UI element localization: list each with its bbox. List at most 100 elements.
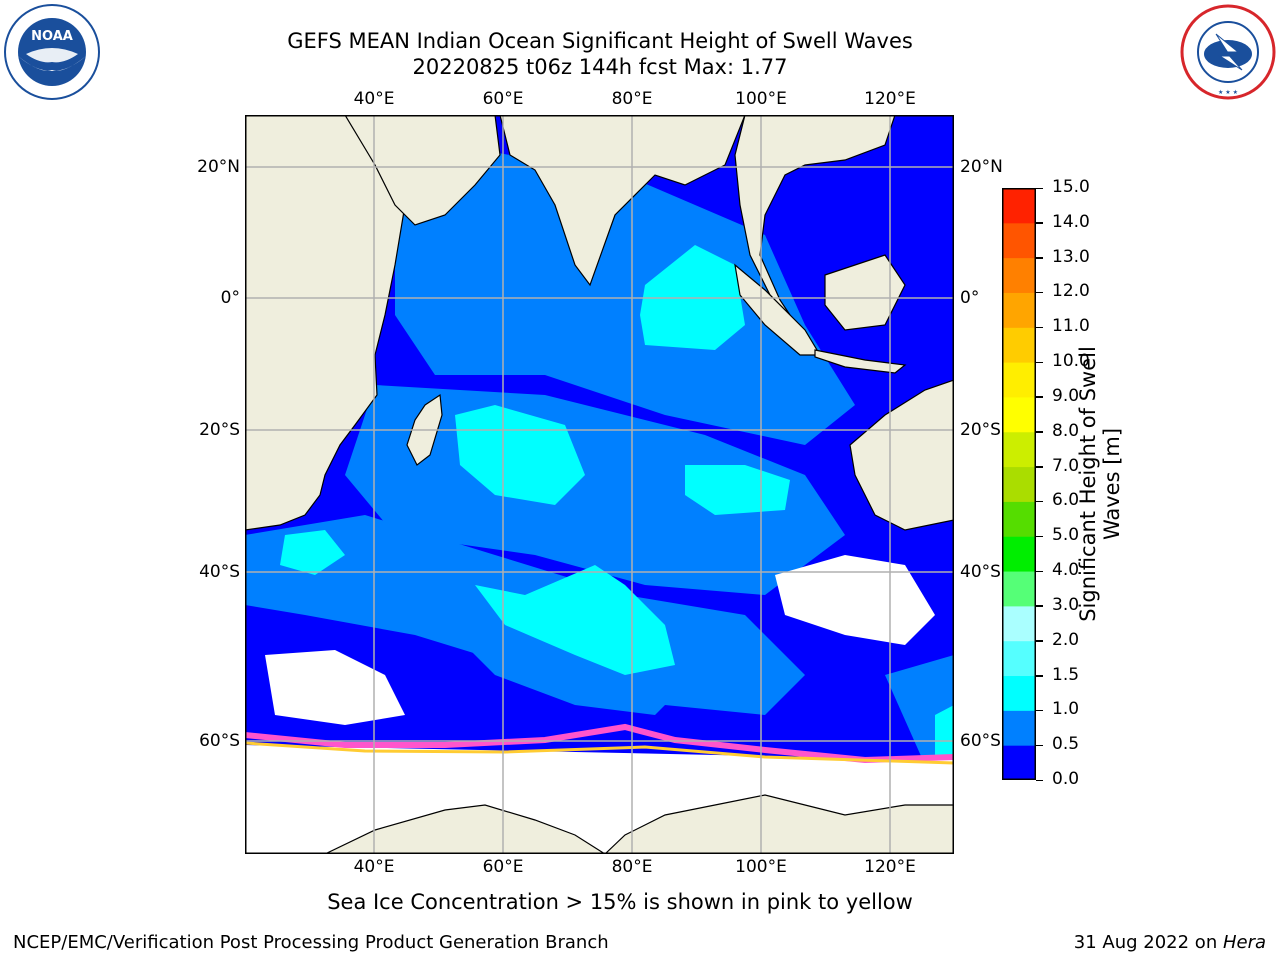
colorbar-tick-label: 15.0 <box>1052 177 1090 197</box>
lat-tick-left: 0° <box>220 288 240 308</box>
swell-region-high <box>685 465 790 515</box>
colorbar-tick-label: 13.0 <box>1052 246 1090 267</box>
colorbar-segment <box>1002 362 1036 398</box>
colorbar-tick-label: 10.0 <box>1052 351 1090 372</box>
land-antarctica <box>245 794 954 854</box>
colorbar-tick-label: 0.5 <box>1052 734 1080 755</box>
noaa-logo: NOAA <box>4 4 100 100</box>
colorbar-tick-mark <box>1036 709 1043 712</box>
colorbar-tick-label: 2.0 <box>1052 629 1080 650</box>
lon-tick-bottom: 60°E <box>482 857 524 877</box>
footer-date: 31 Aug 2022 on Hera <box>1074 932 1266 953</box>
colorbar-tick-label: 0.0 <box>1052 769 1080 789</box>
colorbar-segment <box>1002 675 1036 711</box>
colorbar-tick-label: 1.0 <box>1052 699 1080 720</box>
land-java <box>814 349 907 374</box>
colorbar-segment <box>1002 466 1036 502</box>
land-arabia <box>344 115 501 226</box>
lon-tick-bottom: 40°E <box>353 857 395 877</box>
colorbar-segment <box>1002 431 1036 468</box>
colorbar-segment <box>1002 605 1036 642</box>
colorbar-tick-mark <box>1036 291 1043 294</box>
colorbar-tick-mark <box>1036 605 1043 607</box>
sea-ice-patch <box>265 650 405 725</box>
colorbar-tick-label: 3.0 <box>1052 594 1080 615</box>
lon-tick-bottom: 80°E <box>611 857 653 877</box>
nws-logo: ★ ★ ★ <box>1180 4 1276 100</box>
colorbar-tick-mark <box>1036 675 1043 677</box>
colorbar-label-line2: Waves [m] <box>1100 427 1124 541</box>
sea-ice-edge-yellow <box>245 741 954 765</box>
colorbar-tick-mark <box>1036 396 1043 398</box>
colorbar-tick-mark <box>1036 535 1043 538</box>
sea-ice-note-text: Sea Ice Concentration > 15% is shown in … <box>327 890 913 914</box>
colorbar-tick-label: 6.0 <box>1052 490 1080 511</box>
colorbar-tick-mark <box>1036 744 1043 747</box>
swell-region-mid <box>395 135 855 445</box>
colorbar-tick-mark <box>1036 466 1043 468</box>
colorbar-tick-mark <box>1036 257 1043 259</box>
lon-tick-bottom: 120°E <box>864 857 916 877</box>
colorbar-tick-mark <box>1036 640 1043 642</box>
swell-region-high <box>280 530 345 575</box>
colorbar-tick-mark <box>1036 361 1043 364</box>
sea-ice-patch <box>775 555 935 645</box>
colorbar-segment <box>1002 536 1036 572</box>
lon-tick-top: 60°E <box>482 89 524 109</box>
colorbar <box>1002 188 1036 781</box>
colorbar-tick-label: 5.0 <box>1052 525 1080 546</box>
colorbar-tick-label: 1.5 <box>1052 664 1080 685</box>
colorbar-border <box>1002 188 1036 780</box>
lat-tick-left: 40°S <box>199 562 240 582</box>
colorbar-tick-mark <box>1036 500 1043 503</box>
map-svg <box>245 115 954 854</box>
colorbar-segment <box>1002 222 1036 259</box>
colorbar-tick-label: 9.0 <box>1052 385 1080 406</box>
sea-ice-edge <box>245 723 954 764</box>
chart-subtitle: 20220825 t06z 144h fcst Max: 1.77 <box>412 55 788 79</box>
colorbar-tick-label: 4.0 <box>1052 560 1080 581</box>
colorbar-segment <box>1002 257 1036 293</box>
swell-region-high <box>935 705 954 755</box>
lon-tick-top: 120°E <box>864 89 916 109</box>
colorbar-segment <box>1002 710 1036 746</box>
colorbar-tick-mark <box>1036 187 1043 189</box>
colorbar-segment <box>1002 571 1036 607</box>
lat-tick-left: 20°N <box>197 157 240 177</box>
graticule <box>245 115 954 854</box>
footer-machine: Hera <box>1222 932 1266 953</box>
lon-tick-top: 80°E <box>611 89 653 109</box>
lat-tick-right: 40°S <box>960 562 1001 582</box>
colorbar-segment <box>1002 640 1036 677</box>
colorbar-tick-label: 7.0 <box>1052 455 1080 476</box>
colorbar-segment <box>1002 396 1036 433</box>
land-borneo <box>824 254 906 331</box>
colorbar-segment <box>1002 292 1036 328</box>
lat-tick-left: 20°S <box>199 420 240 440</box>
footer-org: NCEP/EMC/Verification Post Processing Pr… <box>13 932 609 953</box>
lat-tick-right: 60°S <box>960 731 1001 751</box>
svg-text:★ ★ ★: ★ ★ ★ <box>1218 89 1238 96</box>
land-sumatra <box>734 263 822 356</box>
land-se-asia <box>734 115 896 316</box>
lat-tick-right: 20°N <box>960 157 1003 177</box>
colorbar-segment <box>1002 188 1036 224</box>
colorbar-tick-mark <box>1036 431 1043 433</box>
lon-tick-top: 100°E <box>735 89 787 109</box>
colorbar-tick-label: 8.0 <box>1052 420 1080 441</box>
chart-title: GEFS MEAN Indian Ocean Significant Heigh… <box>287 29 913 53</box>
swell-region-high <box>475 565 675 675</box>
colorbar-tick-label: 11.0 <box>1052 316 1090 337</box>
lon-tick-top: 40°E <box>353 89 395 109</box>
colorbar-svg <box>1002 188 1036 781</box>
lat-tick-right: 0° <box>960 288 980 308</box>
colorbar-tick-mark <box>1036 779 1043 781</box>
colorbar-tick-mark <box>1036 570 1043 573</box>
colorbar-tick-mark <box>1036 222 1043 224</box>
lat-tick-left: 60°S <box>199 731 240 751</box>
footer-date-text: 31 Aug 2022 on <box>1073 932 1223 953</box>
land-australia <box>849 379 954 531</box>
colorbar-tick-mark <box>1036 326 1043 329</box>
sea-ice-note: Sea Ice Concentration > 15% is shown in … <box>0 890 1280 914</box>
colorbar-tick-label: 12.0 <box>1052 281 1090 302</box>
